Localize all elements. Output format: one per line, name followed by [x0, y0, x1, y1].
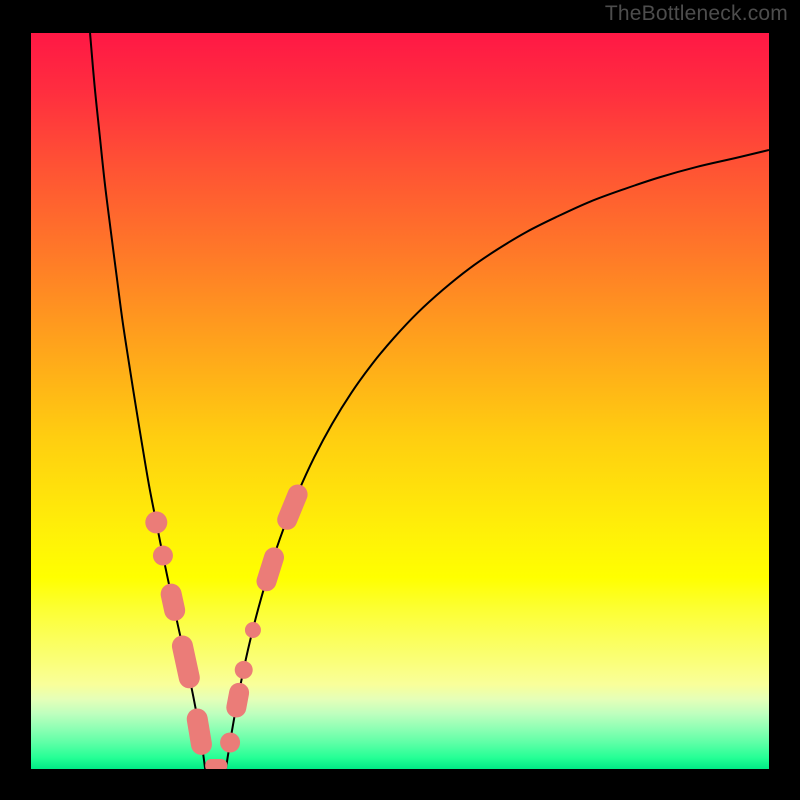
plot-area — [31, 33, 769, 769]
bead-right-9 — [254, 545, 287, 594]
bead-left-2 — [159, 582, 187, 623]
bead-left-0 — [145, 511, 167, 533]
curve-right-arm — [226, 150, 769, 769]
attribution-label: TheBottleneck.com — [605, 2, 788, 26]
bead-left-3 — [170, 633, 202, 690]
bead-left-4 — [185, 707, 213, 757]
bead-right-10 — [274, 481, 311, 532]
bead-right-5 — [220, 733, 240, 753]
bead-right-7 — [235, 661, 253, 679]
bead-left-1 — [153, 546, 173, 566]
bead-right-8 — [245, 622, 261, 638]
bead-right-6 — [225, 681, 251, 719]
bead-apex — [205, 759, 227, 769]
chart-frame: TheBottleneck.com — [0, 0, 800, 800]
curve-layer — [31, 33, 769, 769]
